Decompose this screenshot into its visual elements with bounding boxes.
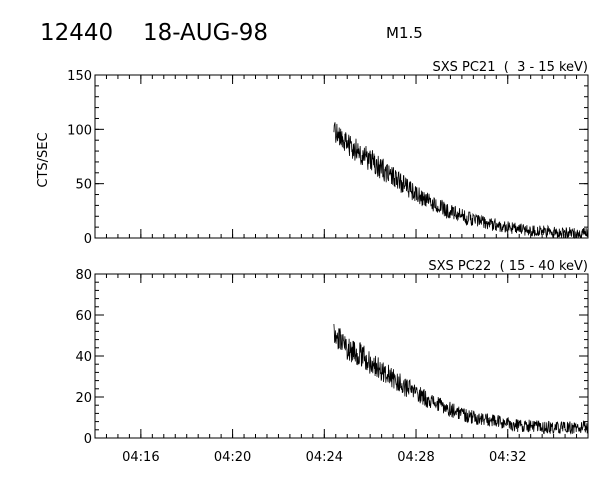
- flare-class: M1.5: [386, 24, 423, 42]
- top-ytick-label: 100: [67, 123, 92, 138]
- top-ytick-label: 0: [84, 232, 92, 247]
- bottom-ytick-label: 40: [75, 350, 92, 365]
- bottom-xtick-label: 04:28: [397, 450, 434, 465]
- bottom-xtick-label: 04:20: [214, 450, 251, 465]
- top-ytick-label: 150: [67, 69, 92, 84]
- bottom-ytick-label: 0: [84, 432, 92, 447]
- bottom-xtick-label: 04:32: [489, 450, 526, 465]
- event-date: 18-AUG-98: [143, 20, 268, 46]
- bottom-series-0-line: [333, 323, 589, 435]
- bottom-ytick-label: 80: [75, 268, 92, 283]
- data-layer: [333, 122, 589, 435]
- bottom-panel-title: SXS PC22 ( 15 - 40 keV): [428, 259, 588, 274]
- top-series-0-line: [333, 122, 589, 239]
- top-ytick-label: 50: [75, 178, 92, 193]
- top-panel-ylabel: CTS/SEC: [36, 132, 51, 187]
- bottom-ytick-label: 20: [75, 391, 92, 406]
- bottom-xtick-label: 04:24: [306, 450, 343, 465]
- top-panel-title: SXS PC21 ( 3 - 15 keV): [432, 60, 588, 75]
- bottom-ytick-label: 60: [75, 309, 92, 324]
- bottom-xtick-label: 04:16: [122, 450, 159, 465]
- top-panel-frame: [94, 74, 589, 239]
- event-id: 12440: [40, 20, 113, 46]
